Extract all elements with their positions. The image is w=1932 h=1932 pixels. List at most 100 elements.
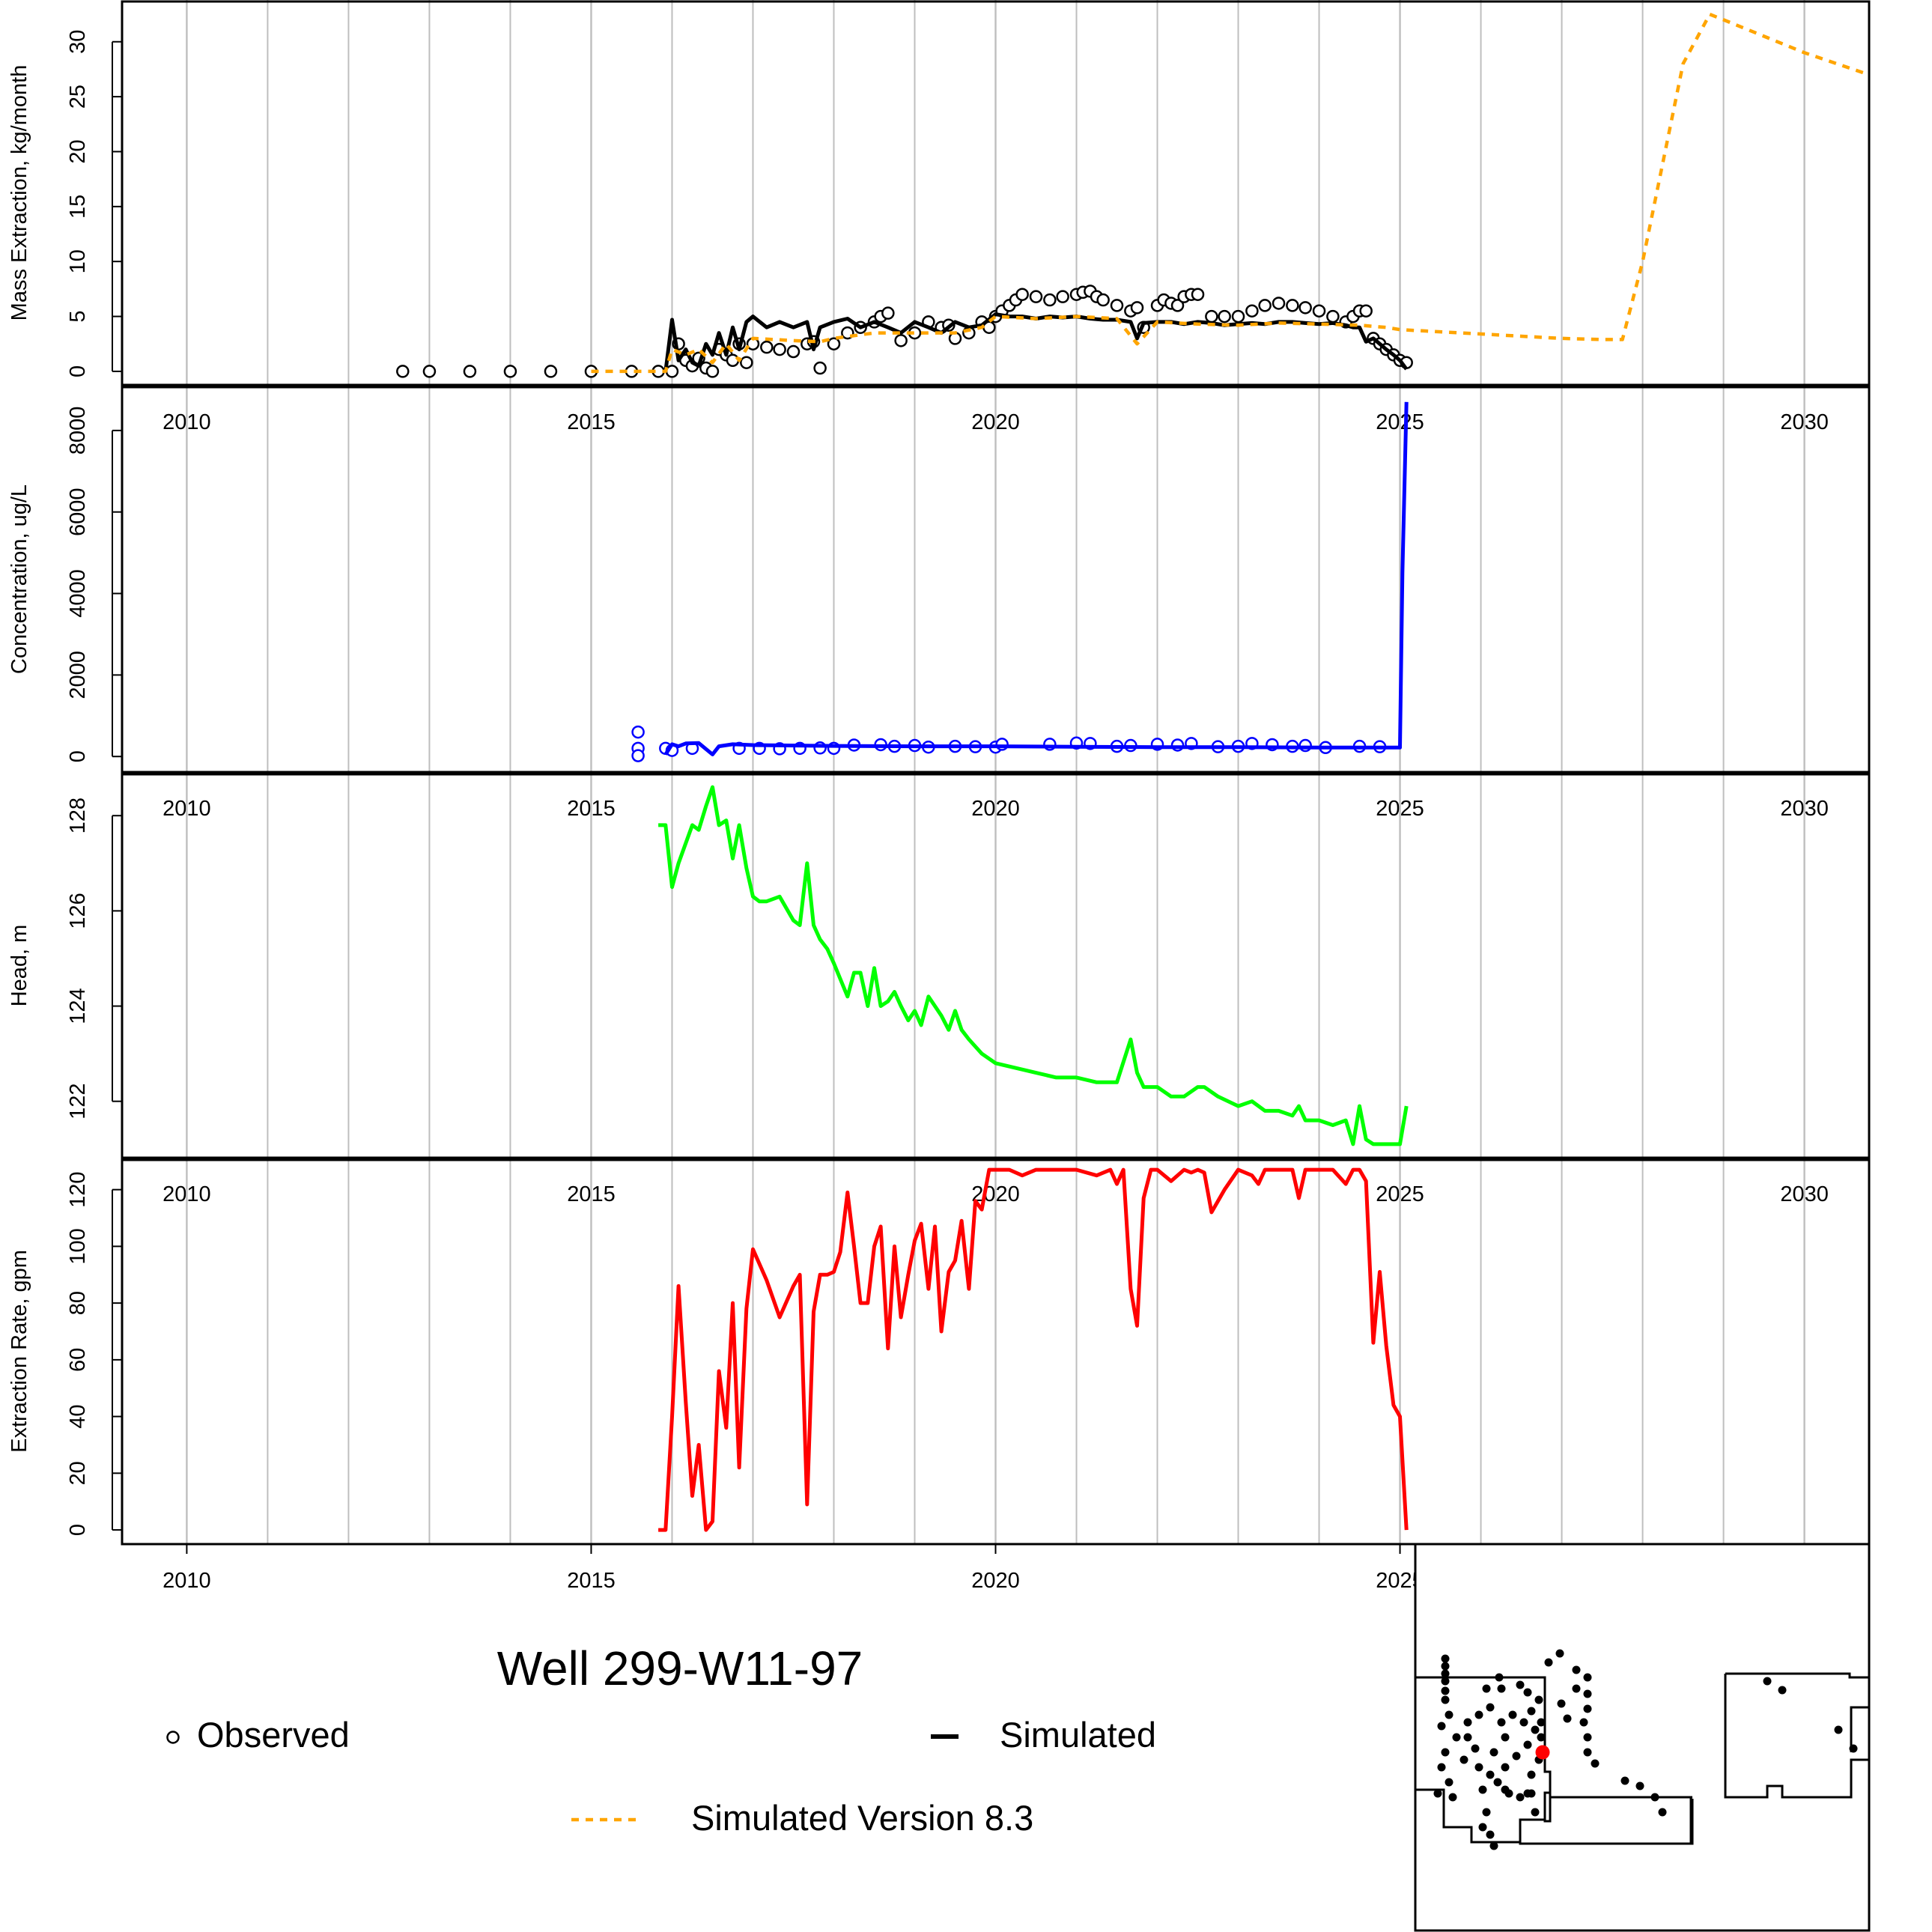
y-tick-label: 15	[66, 195, 90, 219]
series-simulated	[663, 401, 1409, 756]
map-well-point	[1778, 1686, 1787, 1695]
map-well-point	[1482, 1684, 1491, 1693]
data-point	[773, 342, 786, 356]
data-point	[740, 356, 753, 369]
map-boundary	[1725, 1672, 1869, 1679]
y-tick-label: 6000	[66, 487, 90, 536]
y-tick-label: 100	[66, 1228, 90, 1264]
y-tick-label: 30	[66, 30, 90, 54]
data-point	[760, 340, 774, 354]
data-point	[1170, 299, 1185, 312]
map-well-point	[1448, 1793, 1457, 1802]
map-well-point	[1471, 1744, 1480, 1753]
map-well-point	[1445, 1710, 1453, 1719]
map-well-point	[1441, 1669, 1450, 1678]
y-tick-label: 126	[66, 893, 90, 929]
y-tick-label: 60	[66, 1348, 90, 1372]
map-well-point	[1433, 1789, 1442, 1798]
data-point	[1043, 293, 1057, 307]
map-well-point	[1445, 1778, 1453, 1787]
data-point	[786, 344, 801, 359]
data-point	[396, 365, 410, 378]
map-well-point	[1591, 1759, 1600, 1768]
series-simulated	[658, 785, 1409, 1146]
data-point	[1231, 309, 1245, 323]
map-well-point	[1497, 1684, 1506, 1693]
map-boundary	[1520, 1799, 1694, 1845]
data-point	[1286, 299, 1299, 312]
map-well-point	[1523, 1740, 1532, 1749]
legend-simulated-label: Simulated	[1000, 1715, 1156, 1755]
data-point	[705, 365, 720, 378]
data-point	[1029, 290, 1043, 303]
y-tick-label: 8000	[66, 407, 90, 455]
y-tick-label: 0	[66, 365, 90, 377]
series-line	[658, 1167, 1409, 1532]
legend-v83-label: Simulated Version 8.3	[691, 1798, 1033, 1838]
map-well-point	[1441, 1686, 1450, 1695]
series-line	[658, 785, 1409, 1146]
y-tick-label: 124	[66, 988, 90, 1024]
data-point	[422, 365, 437, 378]
map-well-point	[1583, 1673, 1592, 1682]
data-point	[1298, 738, 1312, 753]
map-well-point	[1489, 1748, 1498, 1757]
map-well-point	[1441, 1654, 1450, 1663]
data-point	[665, 365, 679, 378]
data-point	[1218, 309, 1231, 323]
data-point	[894, 334, 908, 347]
map-well-point	[1635, 1781, 1644, 1790]
map-well-point	[1459, 1755, 1468, 1764]
map-well-point	[1531, 1808, 1540, 1817]
data-point	[1298, 301, 1312, 315]
map-well-point	[1478, 1823, 1487, 1832]
map-well-point	[1563, 1714, 1572, 1723]
map-boundary	[1850, 1706, 1869, 1752]
figure-title: Well 299-W11-97	[497, 1641, 863, 1695]
legend: Observed Simulated Simulated Version 8.3	[166, 1715, 1156, 1838]
y-tick-label: 0	[66, 1524, 90, 1536]
data-point	[1191, 288, 1205, 301]
map-well-point	[1482, 1808, 1491, 1817]
map-well-point	[1583, 1689, 1592, 1698]
y-tick-label: 0	[66, 750, 90, 762]
x-tick-label: 2015	[567, 1569, 616, 1593]
y-tick-label: 4000	[66, 569, 90, 618]
map-well-point	[1486, 1703, 1495, 1712]
series-simulated	[658, 1167, 1409, 1532]
map-well-point	[1501, 1733, 1510, 1742]
map-well-point	[1849, 1744, 1858, 1753]
y-axis-title: Concentration, ug/L	[7, 484, 31, 674]
map-well-point	[1474, 1763, 1483, 1772]
y-tick-label: 10	[66, 249, 90, 273]
map-boundary	[1415, 1788, 1545, 1844]
y-axis: 0 5 10 15 20 25 30	[66, 30, 122, 377]
data-point	[1312, 304, 1326, 318]
y-axis-title: Extraction Rate, gpm	[7, 1250, 31, 1453]
data-point	[827, 337, 841, 350]
data-point	[463, 365, 477, 378]
map-well-point	[1463, 1733, 1472, 1742]
map-well-point	[1555, 1649, 1564, 1658]
x-tick-label: 2020	[971, 1569, 1020, 1593]
map-well-point	[1523, 1789, 1532, 1798]
panel-extraction_rate: 20102015202020252030020406080100120Extra…	[7, 1158, 1871, 1593]
data-point	[726, 353, 740, 368]
map-well-point	[1516, 1680, 1525, 1689]
map-well-point	[1497, 1718, 1506, 1727]
y-tick-label: 122	[66, 1084, 90, 1120]
map-well-point	[1583, 1733, 1592, 1742]
map-well-point	[1557, 1699, 1566, 1708]
legend-observed-label: Observed	[197, 1715, 350, 1755]
map-well-point	[1537, 1718, 1546, 1727]
y-tick-label: 128	[66, 798, 90, 833]
map-well-point	[1452, 1733, 1461, 1742]
x-tick-label: 2010	[162, 1569, 211, 1593]
map-well-point	[1478, 1785, 1487, 1794]
y-tick-label: 20	[66, 1461, 90, 1485]
data-point	[813, 361, 827, 375]
data-point	[1096, 293, 1110, 307]
map-well-point	[1527, 1707, 1536, 1716]
map-well-point	[1441, 1748, 1450, 1757]
